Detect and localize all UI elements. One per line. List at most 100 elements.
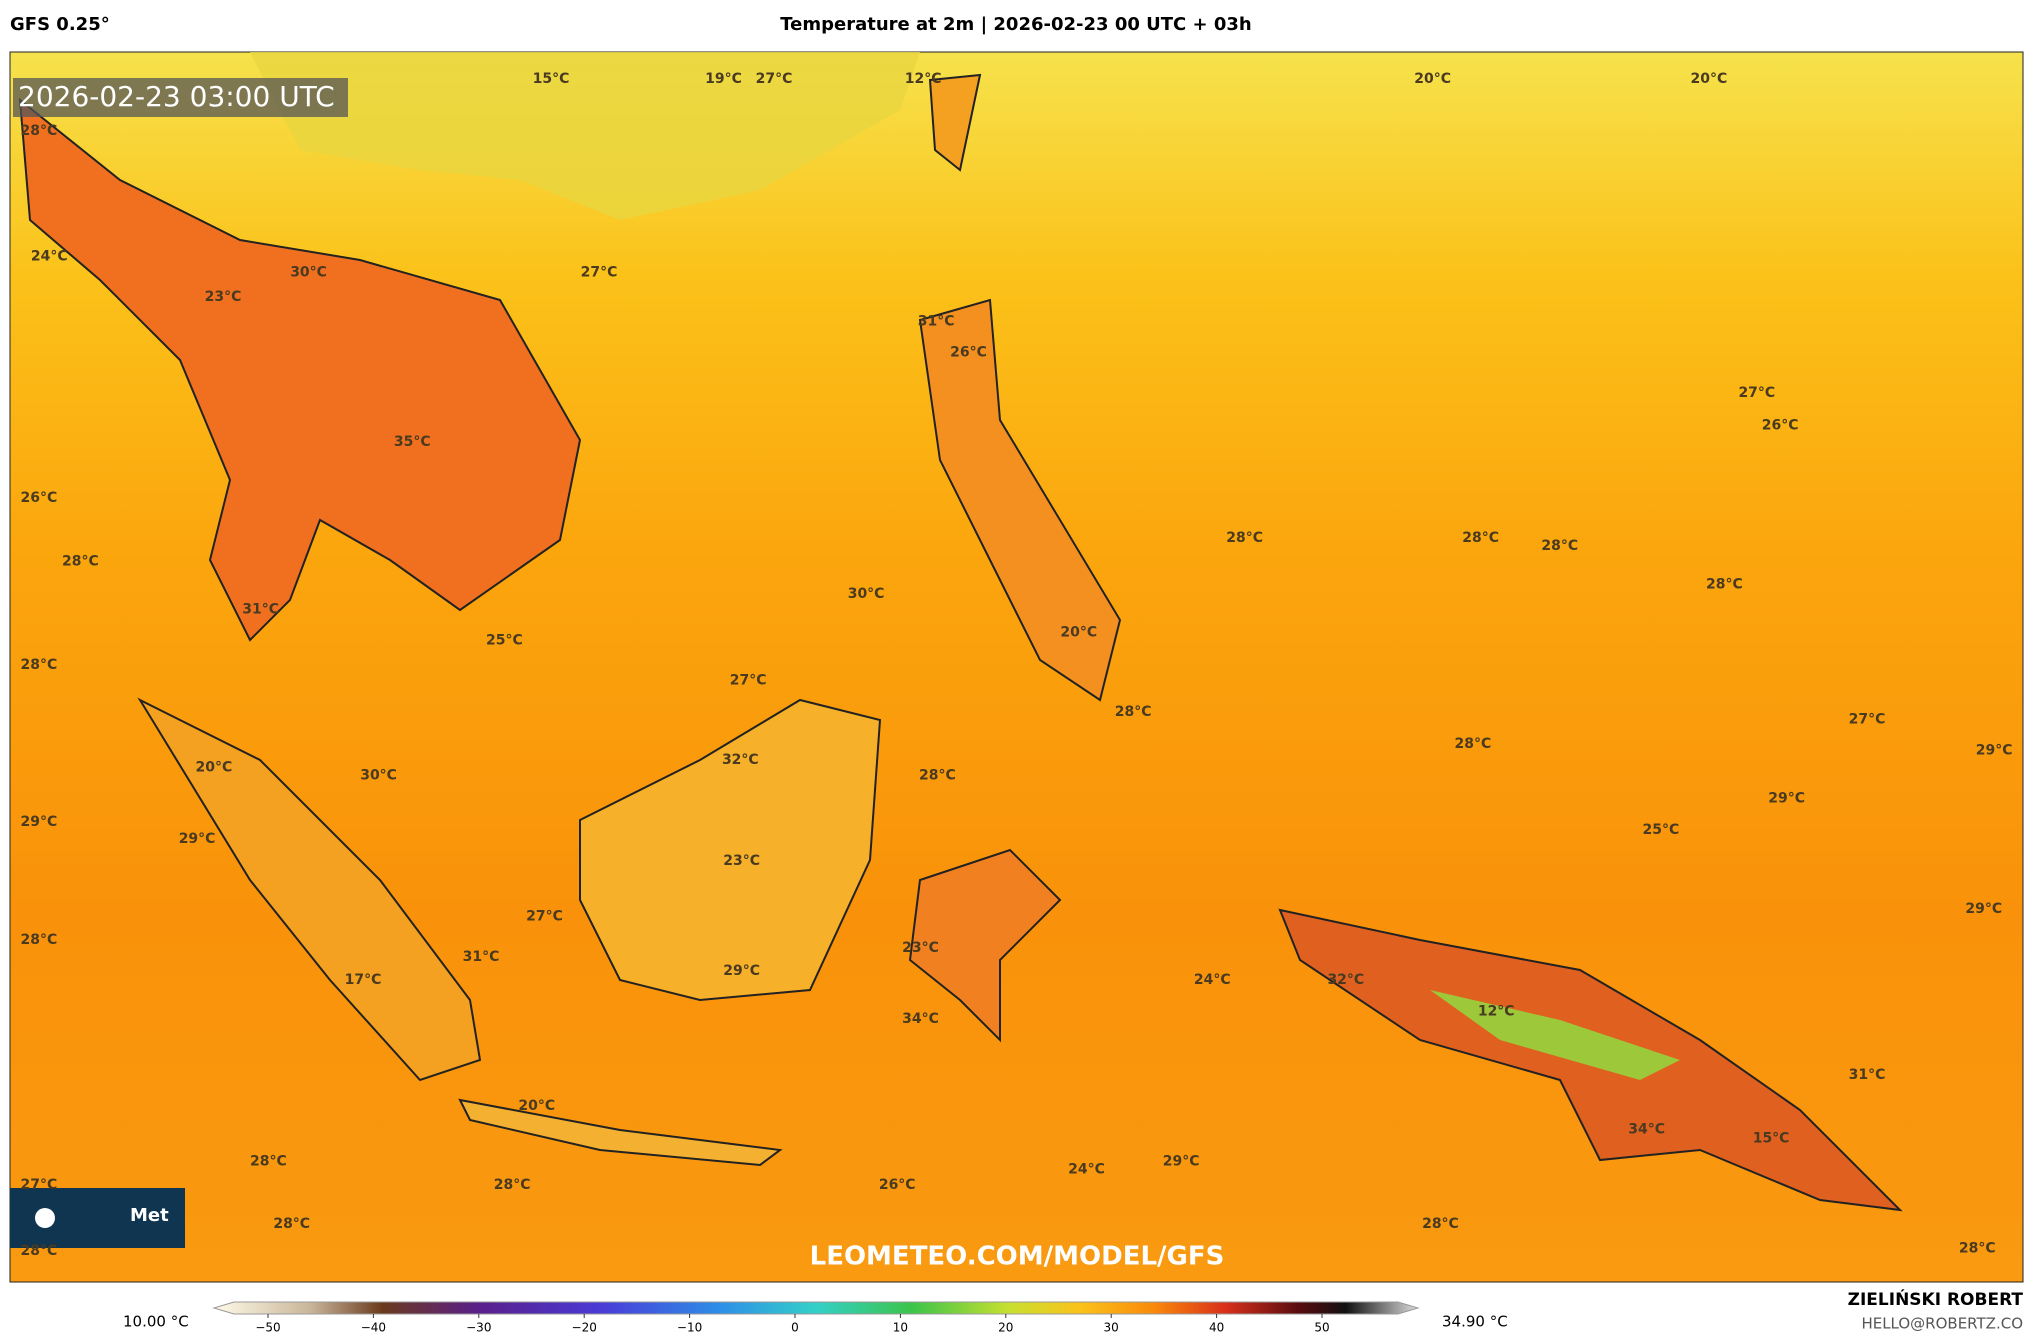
watermark: LEOMETEO.COM/MODEL/GFS	[810, 1242, 1225, 1272]
temp-label: 28°C	[1115, 704, 1152, 720]
temp-label: 28°C	[21, 932, 58, 948]
temp-label: 23°C	[902, 940, 939, 956]
colorbar-tick-label: 40	[1209, 1321, 1224, 1335]
email: HELLO@ROBERTZ.CO	[1861, 1315, 2023, 1333]
temp-label: 12°C	[1478, 1003, 1515, 1019]
temp-label: 29°C	[21, 814, 58, 830]
temp-label: 29°C	[1768, 791, 1805, 807]
temp-label: 20°C	[1690, 71, 1727, 87]
map-title: Temperature at 2m | 2026-02-23 00 UTC + …	[780, 14, 1251, 35]
temp-label: 26°C	[21, 490, 58, 506]
colorbar-tick-label: 0	[791, 1321, 799, 1335]
temp-label: 20°C	[1060, 625, 1097, 641]
temp-label: 28°C	[21, 123, 58, 139]
temp-label: 28°C	[1422, 1216, 1459, 1232]
colorbar-tick-label: −40	[361, 1321, 386, 1335]
land-indochina	[18, 97, 582, 642]
temp-label: 20°C	[196, 760, 233, 776]
temp-label: 28°C	[1226, 530, 1263, 546]
temp-label: 24°C	[31, 249, 68, 265]
temp-label: 28°C	[1455, 736, 1492, 752]
temp-label: 23°C	[723, 853, 760, 869]
land-sulawesi	[908, 848, 1062, 1043]
temp-label: 31°C	[463, 949, 500, 965]
temp-label: 32°C	[722, 752, 759, 768]
colorbar	[212, 1301, 1420, 1315]
temp-label: 34°C	[1628, 1121, 1665, 1137]
colorbar-tick-label: −20	[572, 1321, 597, 1335]
temp-label: 20°C	[1414, 71, 1451, 87]
model-name: GFS 0.25°	[10, 14, 110, 35]
temp-label: 31°C	[918, 314, 955, 330]
temp-label: 28°C	[273, 1216, 310, 1232]
temp-label: 26°C	[950, 345, 987, 361]
land-borneo	[579, 698, 882, 1002]
temp-label: 27°C	[1738, 385, 1775, 401]
temp-label: 29°C	[1976, 743, 2013, 759]
colorbar-max: 34.90 °C	[1442, 1313, 1508, 1331]
temp-label: 19°C	[705, 71, 742, 87]
temp-label: 30°C	[360, 767, 397, 783]
temp-label: 24°C	[1068, 1161, 1105, 1177]
temp-label: 28°C	[21, 657, 58, 673]
temp-label: 34°C	[902, 1011, 939, 1027]
temp-label: 28°C	[21, 1243, 58, 1259]
land-java	[458, 1098, 783, 1167]
land-sumatra	[137, 697, 482, 1082]
highlands	[1430, 990, 1680, 1080]
temp-label: 25°C	[1643, 822, 1680, 838]
temp-label: 28°C	[1959, 1241, 1996, 1257]
temp-label: 28°C	[1462, 530, 1499, 546]
temp-label: 27°C	[756, 71, 793, 87]
temp-label: 12°C	[905, 71, 942, 87]
temp-label: 30°C	[290, 264, 327, 280]
colorbar-min: 10.00 °C	[123, 1313, 189, 1331]
temp-label: 31°C	[242, 601, 279, 617]
temp-label: 28°C	[250, 1154, 287, 1170]
temp-label: 29°C	[1163, 1154, 1200, 1170]
temp-label: 20°C	[518, 1098, 555, 1114]
colorbar-tick-label: −50	[255, 1321, 280, 1335]
temp-label: 31°C	[1849, 1067, 1886, 1083]
temp-label: 27°C	[1849, 712, 1886, 728]
temp-label: 29°C	[723, 963, 760, 979]
colorbar-tick-label: 30	[1104, 1321, 1119, 1335]
temp-label: 17°C	[345, 972, 382, 988]
temp-label: 28°C	[62, 553, 99, 569]
colorbar-tick-label: −10	[677, 1321, 702, 1335]
land-china	[250, 52, 920, 220]
map-area: 2026-02-23 03:00 UTC Met LEOMETEO.COM/MO…	[9, 51, 2024, 1283]
colorbar-tick-label: −30	[466, 1321, 491, 1335]
temp-label: 28°C	[494, 1177, 531, 1193]
land-philippines	[918, 298, 1122, 702]
temp-label: 29°C	[1965, 901, 2002, 917]
colorbar-tick-label: 50	[1314, 1321, 1329, 1335]
temp-label: 27°C	[581, 264, 618, 280]
temp-label: 28°C	[1541, 538, 1578, 554]
timestamp-box	[13, 78, 348, 117]
temp-label: 28°C	[919, 767, 956, 783]
temp-label: 26°C	[1762, 417, 1799, 433]
temp-label: 27°C	[730, 673, 767, 689]
temp-label: 27°C	[21, 1177, 58, 1193]
temp-label: 30°C	[848, 586, 885, 602]
temp-label: 24°C	[1194, 972, 1231, 988]
logo-text: Met	[130, 1205, 169, 1226]
logo-sun	[35, 1208, 55, 1228]
temp-label: 32°C	[1327, 972, 1364, 988]
temp-label: 25°C	[486, 632, 523, 648]
temp-label: 27°C	[526, 909, 563, 925]
temp-label: 15°C	[533, 71, 570, 87]
temp-label: 35°C	[394, 434, 431, 450]
timestamp: 2026-02-23 03:00 UTC	[18, 80, 335, 113]
colorbar-tick-label: 10	[893, 1321, 908, 1335]
temp-label: 28°C	[1706, 577, 1743, 593]
temp-label: 29°C	[179, 831, 216, 847]
colorbar-tick-label: 20	[998, 1321, 1013, 1335]
temp-label: 26°C	[879, 1177, 916, 1193]
land-taiwan	[928, 73, 982, 172]
temp-label: 15°C	[1753, 1130, 1790, 1146]
temp-label: 23°C	[205, 289, 242, 305]
